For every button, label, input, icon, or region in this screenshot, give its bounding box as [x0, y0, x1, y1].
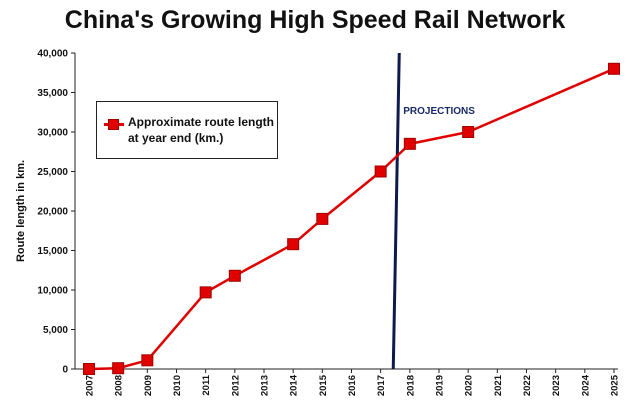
x-tick-label: 2024	[580, 374, 591, 396]
y-tick-label: 0	[62, 365, 68, 376]
legend: Approximate route length at year end (km…	[96, 101, 278, 159]
y-tick-label: 20,000	[37, 207, 68, 218]
x-tick-label: 2021	[493, 374, 504, 396]
x-tick-label: 2007	[85, 375, 96, 396]
data-point-marker	[199, 286, 212, 299]
series-layer	[83, 62, 620, 375]
projection-divider-line	[391, 52, 401, 370]
x-tick-label: 2013	[260, 375, 271, 396]
y-tick-label: 15,000	[37, 246, 68, 257]
y-tick-label: 10,000	[37, 286, 68, 297]
axes-layer	[71, 52, 618, 373]
data-point-marker	[287, 238, 300, 251]
x-tick-label: 2011	[201, 374, 212, 395]
chart-title: China's Growing High Speed Rail Network	[64, 6, 566, 34]
x-tick-label: 2016	[347, 375, 358, 396]
data-point-marker	[374, 165, 387, 178]
legend-label: Approximate route length at year end (km…	[128, 115, 275, 145]
x-tick-label: 2012	[230, 375, 241, 396]
y-axis-label: Route length in km.	[15, 160, 27, 262]
divider-layer	[391, 52, 401, 370]
legend-marker-icon	[108, 119, 119, 130]
x-tick-label: 2018	[405, 375, 416, 396]
labels-layer: 0 5,000 10,000 15,000 20,000 25,000 30,000 35,0…	[15, 49, 621, 397]
data-point-marker	[403, 137, 416, 150]
x-tick-label: 2025	[610, 374, 621, 396]
x-tick-label: 2017	[376, 375, 387, 396]
x-tick-label: 2008	[114, 375, 125, 396]
data-point-marker	[608, 62, 620, 75]
projections-label: PROJECTIONS	[403, 106, 475, 117]
data-point-marker	[316, 212, 329, 225]
x-tick-label: 2023	[551, 375, 562, 396]
x-tick-label: 2009	[143, 375, 154, 396]
y-tick-label: 40,000	[37, 49, 68, 60]
x-tick-label: 2019	[435, 375, 446, 396]
data-point-marker	[112, 362, 125, 375]
data-point-marker	[462, 126, 475, 138]
data-point-marker	[141, 354, 154, 367]
y-tick-label: 25,000	[37, 167, 68, 178]
x-tick-label: 2014	[289, 374, 300, 396]
x-tick-label: 2015	[318, 374, 329, 396]
y-tick-label: 30,000	[37, 128, 68, 139]
x-tick-label: 2020	[464, 375, 475, 396]
x-tick-label: 2022	[522, 375, 533, 396]
y-tick-label: 35,000	[37, 88, 68, 99]
x-tick-label: 2010	[172, 375, 183, 396]
data-point-marker	[83, 363, 95, 375]
y-tick-label: 5,000	[43, 325, 68, 336]
data-point-marker	[228, 269, 241, 282]
